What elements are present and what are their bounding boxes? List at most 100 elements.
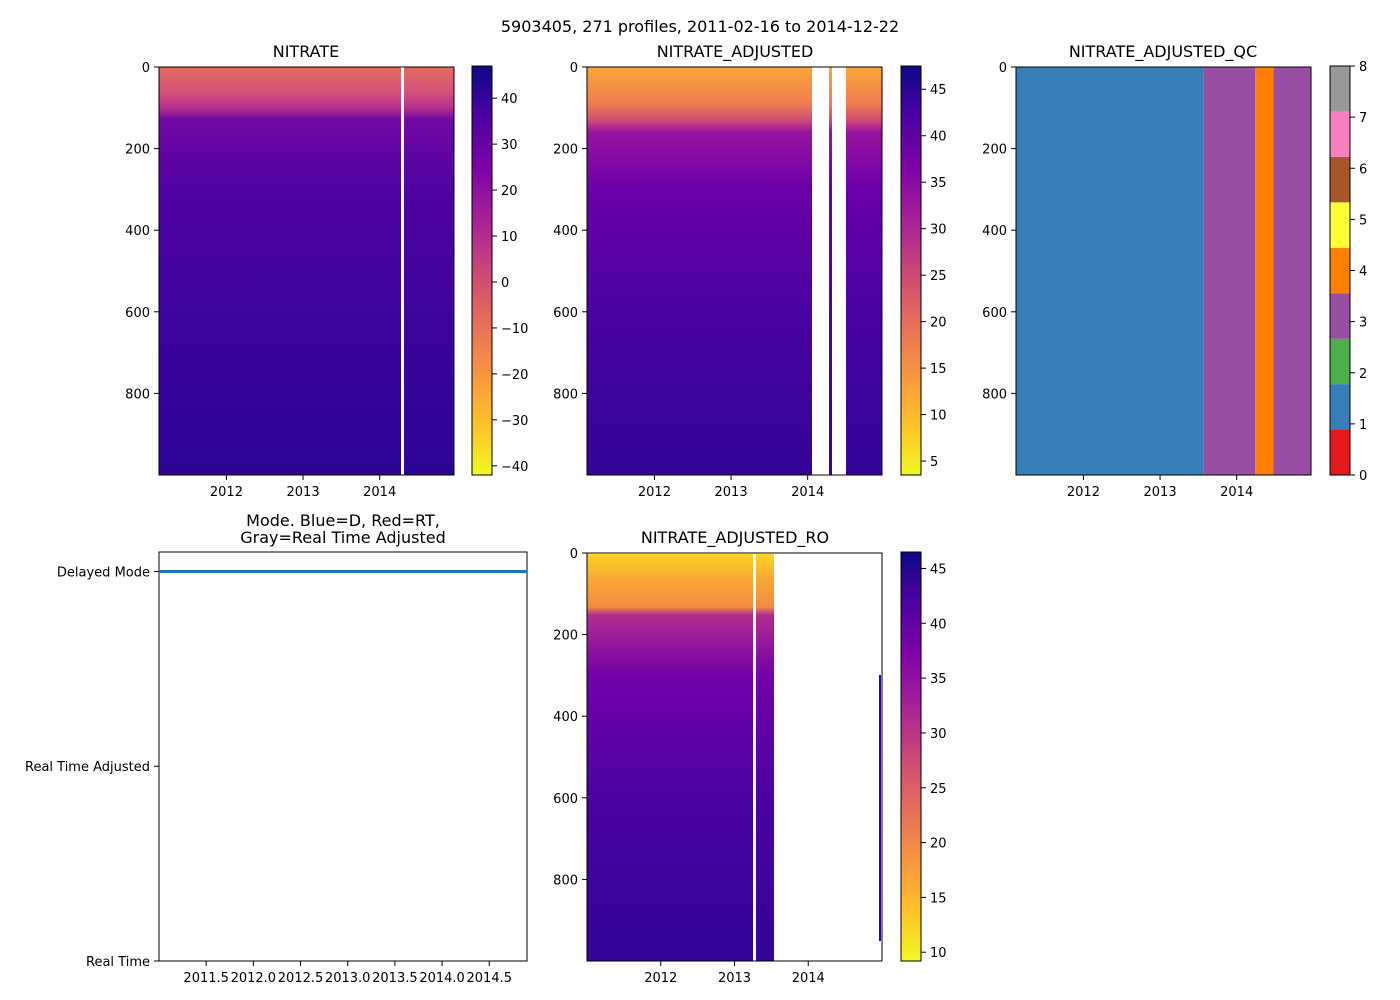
colorbar-tick-label: 15 [930,362,947,377]
colorbar-ticks-nitrate-adjusted-ro: 45 40 35 30 25 20 15 10 [921,562,947,961]
colorbar-tick-label: 35 [930,672,947,687]
colorbar-tick-label: 25 [930,782,947,797]
qc-segment [1203,67,1256,475]
colorbar-tick-label: −10 [501,322,528,337]
y-tick-label: 800 [125,387,150,402]
plot-frame-nitrate [158,66,455,476]
y-tick-label: 0 [570,61,578,76]
qc-colorbar-band [1330,429,1350,475]
colorbar-tick-label: 45 [930,562,947,577]
colorbar-tick-label: 20 [930,316,947,331]
colorbar-tick-label: 15 [930,891,947,906]
colorbar-tick-label: 5 [1359,213,1367,228]
colorbar-ticks-nitrate-adjusted-qc: 8 7 6 5 4 3 2 1 0 [1350,60,1367,484]
x-tick-label: 2013 [1144,485,1177,500]
y-tick-label: 400 [553,224,578,239]
colorbar-tick-label: −30 [501,414,528,429]
colorbar-tick-label: 20 [930,837,947,852]
heatmap-gap-nitrate [401,67,404,475]
qc-colorbar-band [1330,156,1350,203]
colorbar-tick-label: 40 [930,130,947,145]
panel-title-nitrate: NITRATE [273,42,340,61]
colorbar-nitrate-adjusted [900,65,922,476]
x-tick-label: 2014.5 [467,971,513,986]
panel-nitrate-adjusted-ro: NITRATE_ADJUSTED_RO 2012 2013 2014 0 200 400 6… [553,528,946,986]
y-tick-label: 0 [570,547,578,562]
colorbar-tick-label: −20 [501,368,528,383]
qc-colorbar-band [1330,66,1350,112]
heatmap-body-nitrate-adjusted-ro-1 [587,554,753,961]
x-tick-label: 2013 [718,971,751,986]
x-tick-label: 2012.5 [278,971,324,986]
y-tick-label: 600 [553,306,578,321]
colorbar-tick-label: 40 [930,617,947,632]
plot-area-mode [158,551,528,962]
x-tick-label: 2012.0 [231,971,277,986]
y-tick-label: 600 [553,792,578,807]
y-tick-label: 400 [125,224,150,239]
y-tick-label: 0 [999,61,1007,76]
colorbar-tick-label: 10 [501,230,518,245]
colorbar-ticks-nitrate-adjusted: 45 40 35 30 25 20 15 10 5 [921,83,947,470]
x-tick-label: 2012 [210,485,243,500]
qc-colorbar-band [1330,293,1350,339]
colorbar-tick-label: 25 [930,269,947,284]
y-tick-label: 400 [982,224,1007,239]
y-tick-label: 200 [553,629,578,644]
colorbar-ticks-nitrate: 40 30 20 10 0 −10 −20 −30 −40 [492,92,528,475]
panel-nitrate-adjusted: NITRATE_ADJUSTED 2012 2013 2014 0 200 400 600 8… [553,42,946,500]
figure-suptitle: 5903405, 271 profiles, 2011-02-16 to 201… [501,17,899,36]
y-tick-label: 600 [982,306,1007,321]
panel-title-mode-line1: Mode. Blue=D, Red=RT, [246,511,440,530]
heatmap-gap-nitrate-adjusted-1 [812,67,829,475]
colorbar-tick-label: 6 [1359,162,1367,177]
y-tick-label: 200 [982,143,1007,158]
heatmap-body-nitrate [159,67,454,475]
x-tick-label: 2013 [715,485,748,500]
colorbar-tick-label: 5 [930,455,938,470]
plot-frame-nitrate-adjusted [586,66,883,476]
qc-segment [1016,67,1204,475]
colorbar-tick-label: 1 [1359,418,1367,433]
y-tick-label: 0 [142,61,150,76]
y-tick-label: 800 [553,873,578,888]
panel-mode: Mode. Blue=D, Red=RT, Gray=Real Time Adj… [25,511,528,986]
colorbar-tick-label: 0 [1359,469,1367,484]
y-tick-label: 200 [125,143,150,158]
qc-segment [1255,67,1274,475]
x-tick-label: 2013 [287,485,320,500]
x-tick-label: 2014 [792,971,825,986]
panel-nitrate-adjusted-qc: NITRATE_ADJUSTED_QC 2012 2013 2014 0 200 400 6… [982,42,1367,500]
panel-title-nitrate-adjusted-qc: NITRATE_ADJUSTED_QC [1069,42,1257,62]
x-tick-label: 2014 [791,485,824,500]
y-tick-label: 400 [553,710,578,725]
colorbar-tick-label: 30 [930,223,947,238]
y-tick-label: 800 [982,387,1007,402]
x-tick-label: 2014 [1220,485,1253,500]
qc-colorbar-band [1330,247,1350,294]
colorbar-nitrate-adjusted-qc [1329,65,1351,476]
colorbar-tick-label: 40 [501,92,518,107]
qc-segment [1273,67,1311,475]
colorbar-tick-label: 10 [930,409,947,424]
x-tick-label: 2012 [1067,485,1100,500]
panel-title-nitrate-adjusted-ro: NITRATE_ADJUSTED_RO [641,528,829,548]
colorbar-tick-label: 8 [1359,60,1367,75]
axis-ticks-nitrate-adjusted-qc: 2012 2013 2014 0 200 400 600 800 [982,61,1253,500]
colorbar-tick-label: 35 [930,176,947,191]
axis-ticks-mode: 2011.5 2012.0 2012.5 2013.0 2013.5 2014.0 2014… [25,565,512,986]
colorbar-tick-label: 10 [930,946,947,961]
colorbar-nitrate-adjusted-ro [900,551,922,962]
colorbar-tick-label: 30 [501,138,518,153]
heatmap-body-nitrate-adjusted-ro-2 [756,554,774,961]
qc-colorbar-band [1330,384,1350,430]
x-tick-label: 2013.0 [325,971,371,986]
colorbar-tick-label: 45 [930,83,947,98]
heatmap-line-nitrate-adjusted-ro [879,675,881,941]
x-tick-label: 2012 [644,971,677,986]
colorbar-tick-label: 3 [1359,316,1367,331]
y-tick-label: 800 [553,387,578,402]
colorbar-tick-label: 0 [501,276,509,291]
colorbar-tick-label: 7 [1359,111,1367,126]
